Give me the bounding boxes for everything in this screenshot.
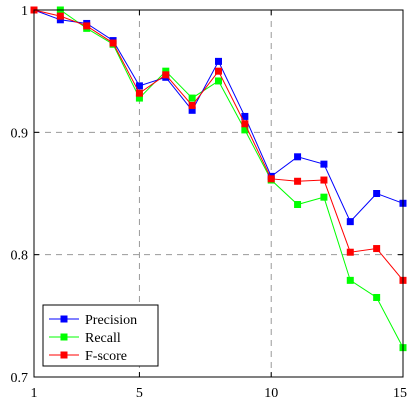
x-tick-label: 10 <box>264 386 278 401</box>
point-precision <box>373 190 381 197</box>
point-recall <box>188 94 196 102</box>
plot-frame <box>33 9 404 378</box>
series-line-precision <box>33 9 404 223</box>
point-f-score <box>373 245 381 253</box>
y-tick-label: 0.9 <box>11 126 29 141</box>
point-precision <box>215 57 222 65</box>
point-f-score <box>215 67 222 75</box>
legend-marker-f-score <box>60 351 68 359</box>
point-recall <box>346 276 354 284</box>
y-tick-label: 0.7 <box>11 371 29 386</box>
point-f-score <box>320 176 328 184</box>
series-group <box>30 6 407 352</box>
point-precision <box>320 160 328 168</box>
point-f-score <box>83 22 91 30</box>
point-precision <box>241 112 249 120</box>
series-line-f-score <box>33 9 404 281</box>
y-tick-label: 0.8 <box>11 249 29 264</box>
point-f-score <box>241 120 249 128</box>
legend-label-precision: Precision <box>85 313 137 328</box>
point-f-score <box>267 175 275 183</box>
point-recall <box>294 201 302 209</box>
point-f-score <box>135 89 143 97</box>
legend-label-recall: Recall <box>85 331 121 346</box>
point-recall <box>162 67 170 75</box>
legend-marker-precision <box>60 315 68 323</box>
point-recall <box>215 77 222 85</box>
ticks: 1 5 10 150.70.80.91 <box>11 4 408 401</box>
point-f-score <box>346 248 354 256</box>
legend-marker-recall <box>60 333 68 341</box>
y-tick-label: 1 <box>21 4 28 19</box>
legend-label-f-score: F-score <box>85 349 127 364</box>
point-f-score <box>162 71 170 79</box>
point-f-score <box>294 177 302 185</box>
x-tick-label: 1 <box>31 386 38 401</box>
x-tick-label: 15 <box>393 386 407 401</box>
legend: Precision Recall F-score <box>42 304 159 367</box>
point-f-score <box>56 12 64 20</box>
point-recall <box>320 193 328 201</box>
point-precision <box>56 16 64 24</box>
point-f-score <box>188 101 196 109</box>
point-recall <box>241 126 249 134</box>
x-tick-label: 5 <box>136 386 143 401</box>
point-recall <box>135 94 143 102</box>
point-recall <box>373 293 381 301</box>
point-precision <box>188 106 196 114</box>
point-f-score <box>109 39 117 47</box>
point-precision <box>294 153 302 161</box>
point-precision <box>346 218 354 226</box>
point-precision <box>135 82 143 90</box>
